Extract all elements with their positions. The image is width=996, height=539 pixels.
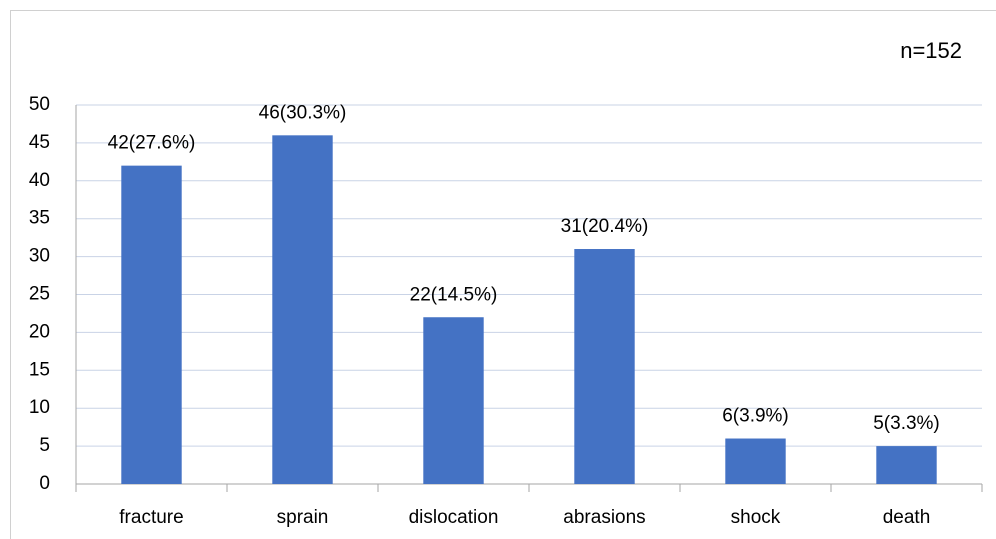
y-tick-label: 45 — [29, 132, 50, 153]
data-label: 22(14.5%) — [410, 284, 498, 305]
data-label: 42(27.6%) — [108, 133, 196, 154]
data-label: 6(3.9%) — [722, 406, 789, 427]
bar — [574, 249, 635, 484]
data-label: 31(20.4%) — [561, 216, 649, 237]
bar — [121, 165, 182, 484]
y-tick-label: 20 — [29, 321, 50, 342]
x-tick-label: fracture — [119, 507, 183, 528]
bar — [272, 135, 333, 484]
x-tick-label: sprain — [277, 507, 329, 528]
y-tick-label: 0 — [39, 473, 50, 494]
data-label: 5(3.3%) — [873, 413, 940, 434]
y-tick-label: 15 — [29, 359, 50, 380]
y-tick-label: 30 — [29, 246, 50, 267]
x-tick-label: shock — [731, 507, 781, 528]
y-tick-label: 10 — [29, 397, 50, 418]
y-tick-label: 35 — [29, 208, 50, 229]
y-tick-label: 5 — [39, 435, 50, 456]
x-tick-label: death — [883, 507, 931, 528]
bar — [876, 446, 937, 484]
chart-border — [10, 10, 996, 539]
bar — [725, 438, 786, 484]
y-tick-label: 40 — [29, 170, 50, 191]
x-tick-label: dislocation — [409, 507, 499, 528]
annotation: n=152 — [900, 38, 962, 63]
bar — [423, 317, 484, 484]
y-tick-label: 50 — [29, 94, 50, 115]
x-tick-label: abrasions — [563, 507, 645, 528]
data-label: 46(30.3%) — [259, 102, 347, 123]
y-tick-label: 25 — [29, 284, 50, 305]
